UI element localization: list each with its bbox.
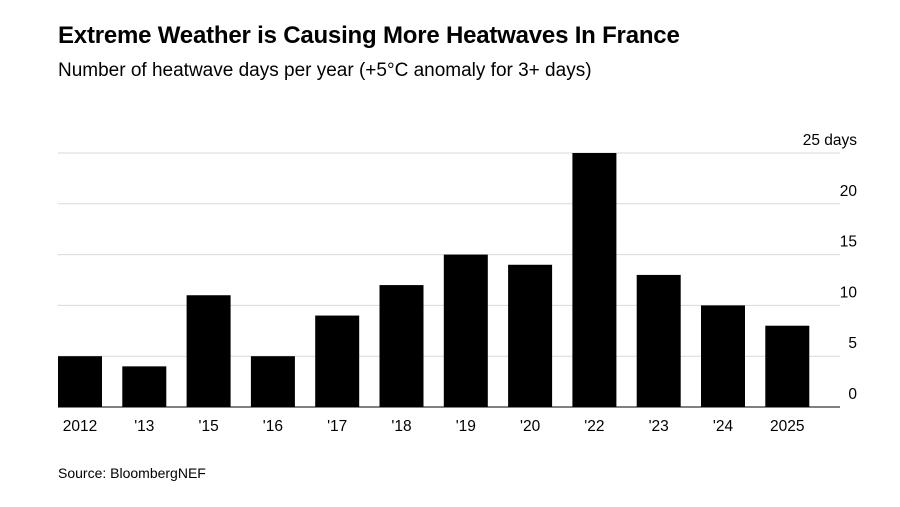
x-tick-labels: 2012 '13 '15 '16 '17 '18 '19 '20 '22 '23 '24 2025: [63, 418, 805, 435]
x-tick-label: '16: [263, 418, 283, 435]
chart-subtitle: Number of heatwave days per year (+5°C a…: [58, 60, 592, 81]
x-tick-label: '13: [134, 418, 154, 435]
bar: [508, 264, 553, 407]
bar: [250, 356, 295, 407]
chart-title: Extreme Weather is Causing More Heatwave…: [58, 22, 680, 49]
bars: [58, 153, 810, 407]
y-tick-label: 25 days: [803, 132, 858, 149]
x-tick-label: '20: [520, 418, 541, 435]
x-tick-label: '24: [713, 418, 734, 435]
x-tick-label: '19: [456, 418, 476, 435]
x-tick-label: '18: [391, 418, 411, 435]
source-note: Source: BloombergNEF: [58, 465, 206, 481]
bar: [315, 315, 360, 407]
y-tick-label: 10: [840, 284, 858, 301]
x-tick-label: '17: [327, 418, 347, 435]
bar: [186, 295, 231, 407]
x-tick-label: 2025: [770, 418, 804, 435]
bar: [379, 285, 424, 407]
x-tick-label: '22: [584, 418, 604, 435]
y-tick-label: 5: [848, 335, 857, 352]
x-tick-label: 2012: [63, 418, 97, 435]
y-tick-label: 20: [840, 183, 858, 200]
bar: [58, 356, 102, 407]
y-tick-labels: 0 5 10 15 20 25 days: [803, 132, 858, 403]
y-tick-label: 15: [840, 234, 857, 251]
bar: [122, 366, 167, 407]
bar: [572, 153, 617, 407]
x-tick-label: '15: [198, 418, 218, 435]
bar: [636, 274, 681, 407]
y-tick-label: 0: [848, 386, 857, 403]
bar: [443, 254, 488, 407]
bar: [701, 305, 745, 407]
bar: [765, 325, 810, 407]
x-tick-label: '23: [649, 418, 669, 435]
